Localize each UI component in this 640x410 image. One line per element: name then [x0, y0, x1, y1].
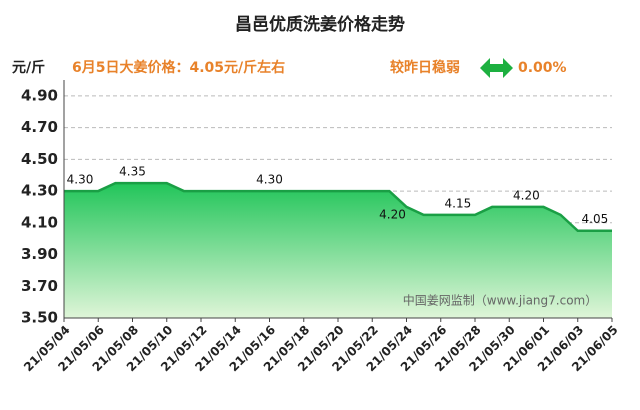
y-tick-label: 4.90 — [21, 86, 58, 104]
y-tick-label: 4.70 — [21, 118, 58, 136]
data-label: 4.20 — [513, 188, 540, 202]
data-label: 4.30 — [256, 173, 283, 187]
data-label: 4.30 — [67, 173, 94, 187]
price-note: 6月5日大姜价格：4.05元/斤左右 — [72, 59, 285, 76]
change-label: 较昨日稳弱 — [390, 59, 460, 76]
data-label: 4.35 — [119, 165, 146, 179]
y-unit: 元/斤 — [12, 59, 45, 76]
watermark: 中国姜网监制（www.jiang7.com） — [403, 293, 597, 308]
y-tick-label: 3.70 — [21, 277, 58, 295]
y-tick-label: 4.10 — [21, 213, 58, 231]
data-label: 4.05 — [582, 212, 609, 226]
y-tick-label: 4.30 — [21, 182, 58, 200]
y-tick-label: 3.90 — [21, 245, 58, 263]
chart-title: 昌邑优质洗姜价格走势 — [235, 14, 405, 35]
double-arrow-icon — [480, 58, 513, 78]
y-tick-label: 4.50 — [21, 150, 58, 168]
area-fill — [64, 183, 612, 318]
y-tick-label: 3.50 — [21, 309, 58, 327]
price-line — [64, 181, 612, 232]
change-value: 0.00% — [518, 60, 567, 76]
data-label: 4.20 — [379, 207, 406, 221]
data-label: 4.15 — [445, 196, 472, 210]
